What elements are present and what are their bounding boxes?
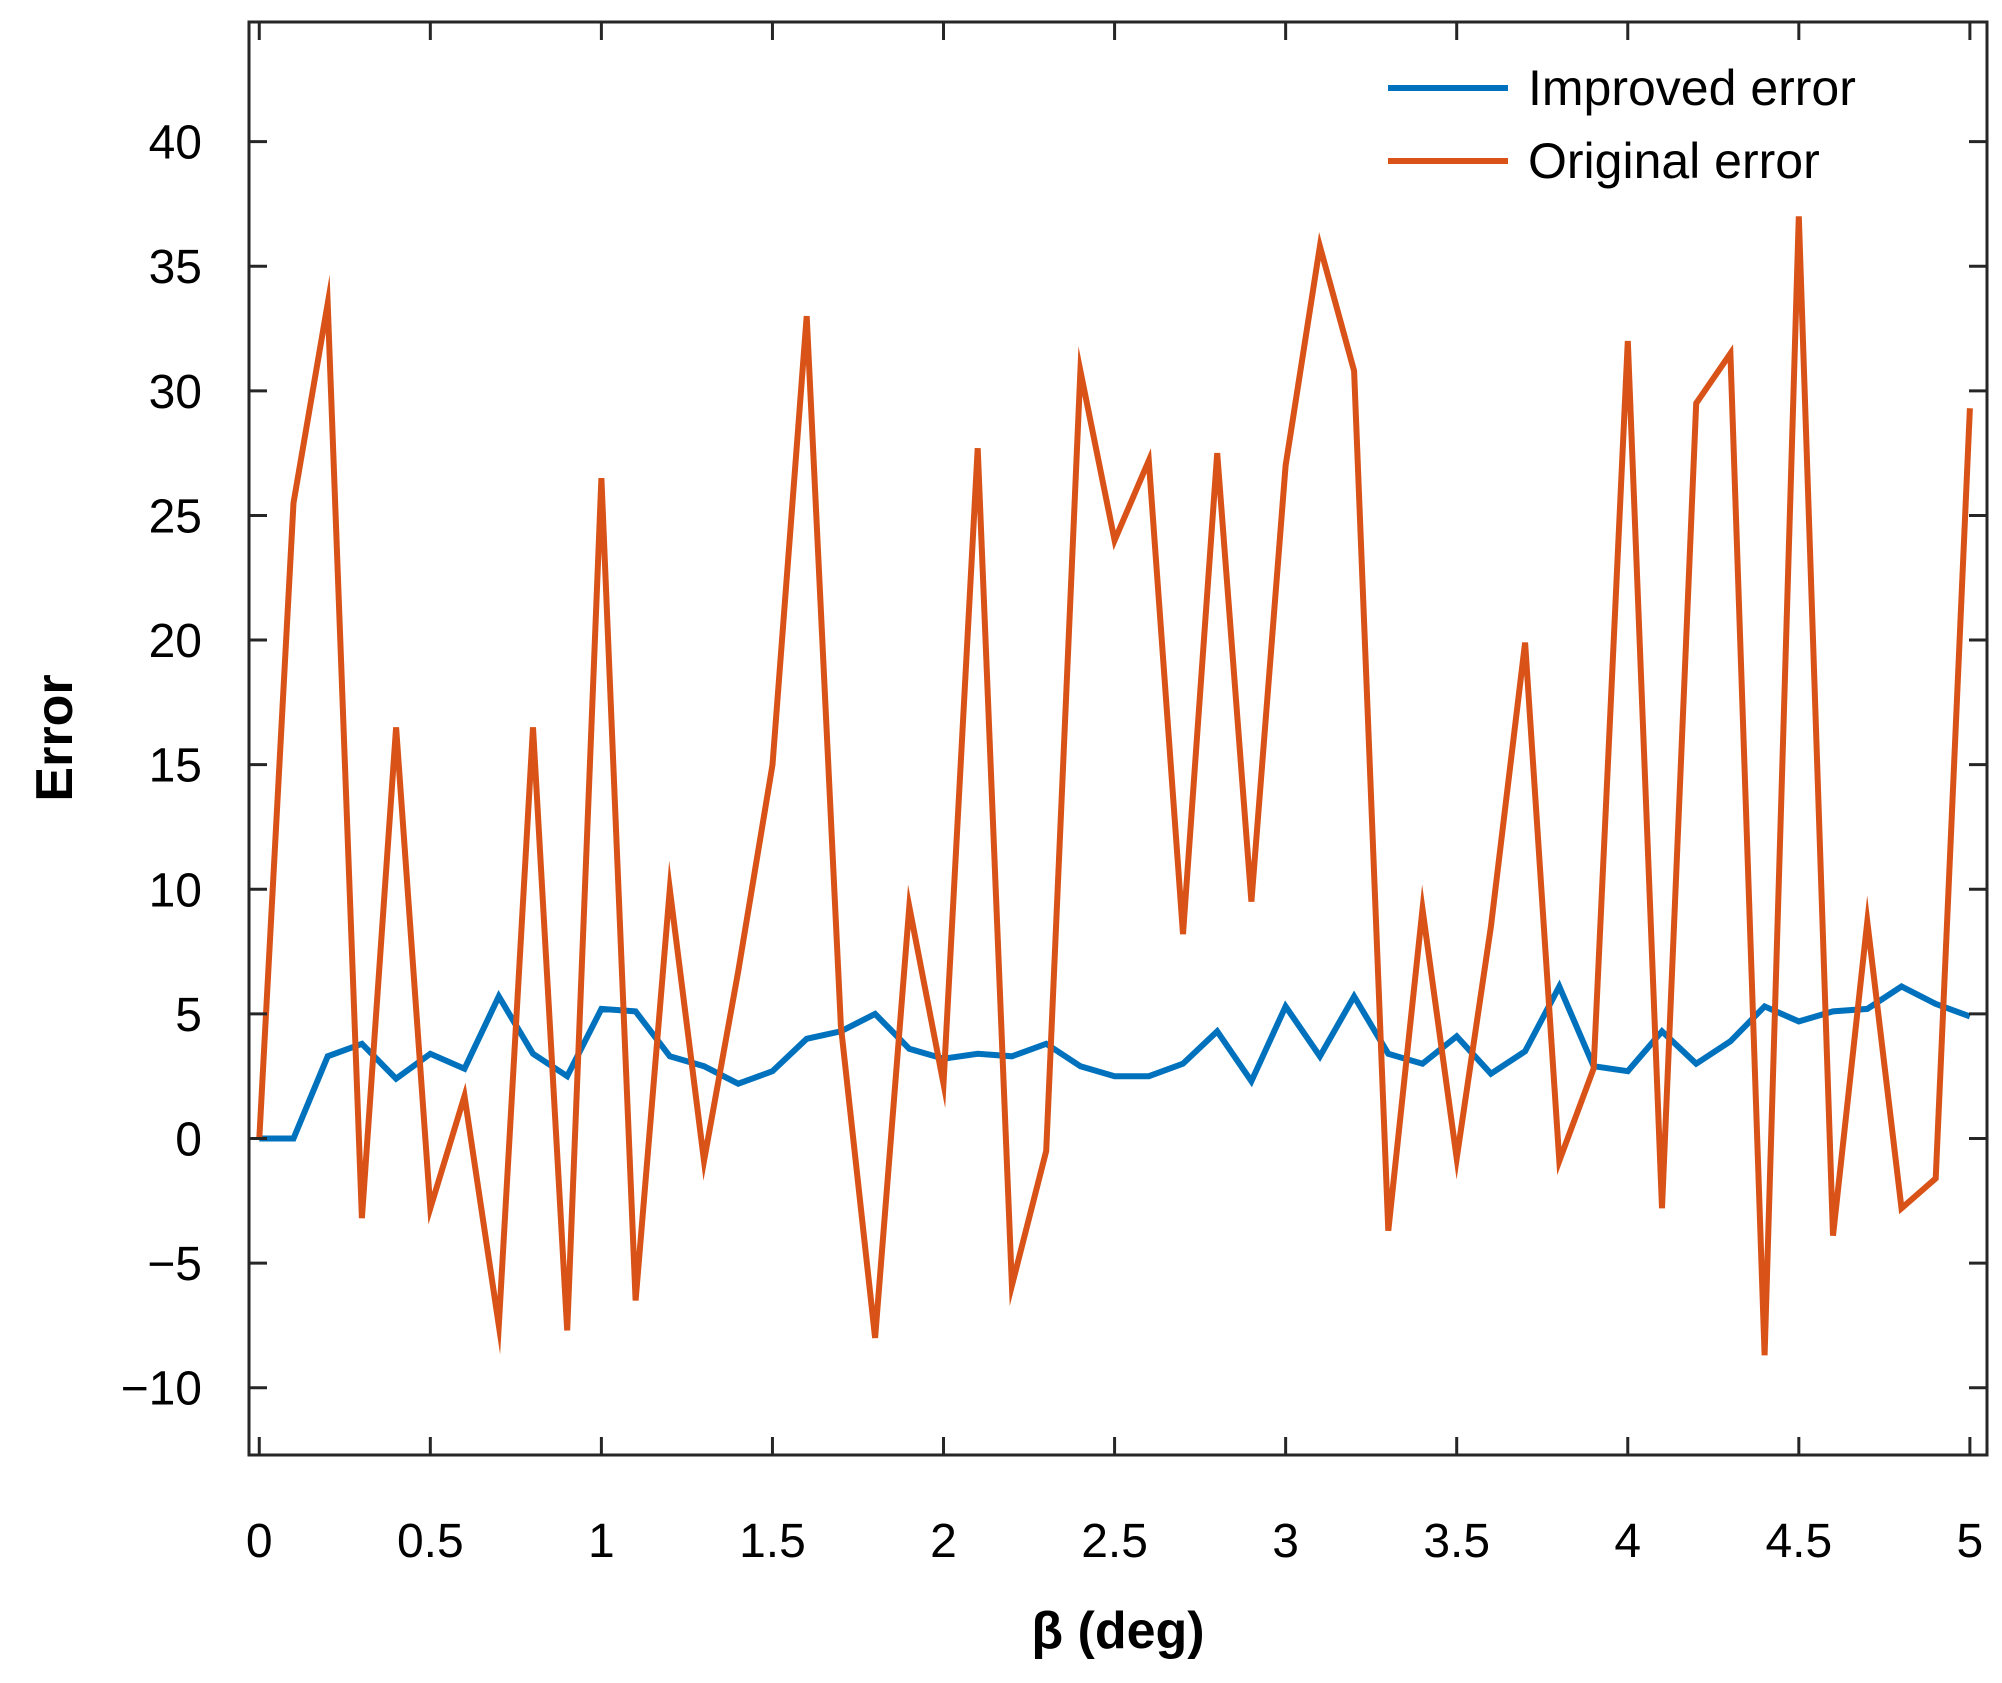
original-error-line [256,216,1973,1356]
x-tick-label: 2 [930,1515,957,1568]
x-tick-label: 3.5 [1423,1515,1490,1568]
improved-error-line [259,979,1971,1142]
y-tick-label: 35 [149,241,202,294]
series-layer [256,216,1973,1356]
x-tick-label: 5 [1957,1515,1984,1568]
y-axis-title: Error [26,674,84,801]
plot-area-frame [247,20,1989,1457]
legend-label-original-error: Original error [1528,133,1820,189]
x-tick-label: 1.5 [739,1515,806,1568]
y-tick-label: 30 [149,366,202,419]
x-tick-label: 0.5 [397,1515,464,1568]
y-tick-label: 0 [175,1113,202,1166]
x-axis-ticks: 0 0.5 1 1.5 2 2.5 3 3.5 4 4.5 5 [246,22,1983,1568]
x-tick-label: 4 [1614,1515,1641,1568]
legend-label-improved-error: Improved error [1528,60,1856,116]
y-tick-label: −5 [147,1238,202,1291]
x-tick-label: 4.5 [1765,1515,1832,1568]
y-tick-label: 10 [149,864,202,917]
legend: Improved error Original error [1388,60,1856,189]
y-tick-label: 5 [175,989,202,1042]
y-tick-label: −10 [121,1363,202,1416]
y-tick-label: 20 [149,615,202,668]
x-tick-label: 1 [588,1515,615,1568]
x-tick-label: 0 [246,1515,273,1568]
y-tick-label: 40 [149,117,202,170]
y-tick-label: 25 [149,490,202,543]
x-axis-title: β (deg) [1031,1602,1204,1660]
x-tick-label: 3 [1272,1515,1299,1568]
x-tick-label: 2.5 [1081,1515,1148,1568]
y-tick-label: 15 [149,740,202,793]
y-axis-ticks: −10 −5 0 5 10 15 20 25 30 35 40 [121,117,1987,1416]
